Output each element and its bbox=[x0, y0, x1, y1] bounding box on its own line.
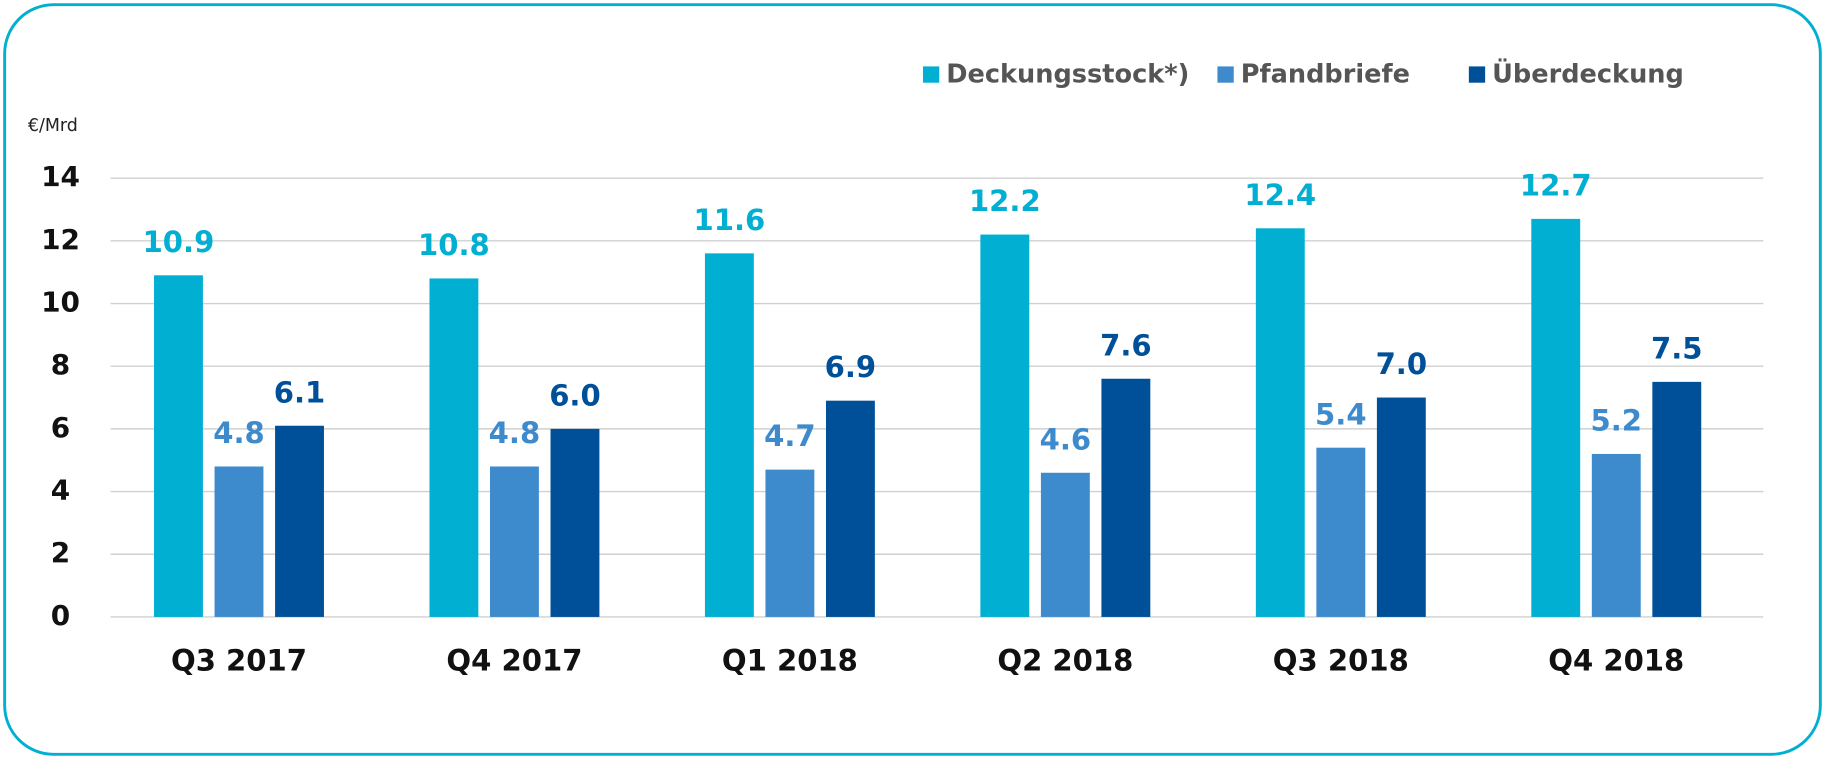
bar bbox=[1316, 447, 1366, 617]
value-label: 10.8 bbox=[418, 228, 490, 262]
legend-label: Deckungsstock*) bbox=[946, 60, 1189, 90]
value-label: 6.1 bbox=[274, 375, 326, 409]
bar bbox=[1040, 472, 1090, 617]
bar bbox=[1255, 228, 1305, 617]
value-label: 7.5 bbox=[1651, 331, 1703, 365]
bar bbox=[825, 400, 875, 617]
y-axis-label: €/Mrd bbox=[28, 116, 78, 136]
bar bbox=[214, 466, 264, 617]
bar bbox=[765, 469, 815, 617]
legend-swatch bbox=[1217, 66, 1234, 83]
value-label: 4.8 bbox=[213, 416, 265, 450]
value-label: 12.4 bbox=[1244, 178, 1316, 212]
bar bbox=[1531, 218, 1581, 617]
y-tick-label: 8 bbox=[51, 348, 70, 381]
x-tick-label: Q3 2017 bbox=[171, 643, 307, 677]
bar bbox=[275, 425, 324, 617]
y-tick-label: 14 bbox=[41, 160, 80, 193]
bar bbox=[154, 275, 203, 617]
bar bbox=[550, 428, 600, 617]
value-label: 11.6 bbox=[694, 203, 766, 237]
y-tick-label: 6 bbox=[51, 411, 70, 444]
legend-label: Pfandbriefe bbox=[1241, 60, 1410, 90]
bar bbox=[1652, 381, 1702, 617]
value-label: 5.4 bbox=[1315, 397, 1367, 431]
y-tick-label: 12 bbox=[41, 223, 80, 256]
x-tick-label: Q4 2018 bbox=[1548, 643, 1684, 677]
value-label: 6.9 bbox=[825, 350, 877, 384]
value-label: 4.7 bbox=[764, 419, 816, 453]
value-label: 12.7 bbox=[1520, 168, 1592, 202]
bar bbox=[704, 253, 754, 617]
x-tick-label: Q2 2018 bbox=[997, 643, 1133, 677]
x-tick-label: Q4 2017 bbox=[446, 643, 582, 677]
x-tick-label: Q1 2018 bbox=[722, 643, 858, 677]
y-tick-label: 4 bbox=[51, 474, 70, 507]
value-label: 5.2 bbox=[1591, 404, 1643, 438]
value-label: 6.0 bbox=[549, 378, 601, 412]
value-label: 7.0 bbox=[1376, 347, 1428, 381]
legend-swatch bbox=[922, 66, 940, 83]
x-tick-label: Q3 2018 bbox=[1273, 643, 1409, 677]
value-label: 4.8 bbox=[489, 416, 541, 450]
bar bbox=[1101, 378, 1151, 617]
y-tick-label: 10 bbox=[41, 286, 80, 319]
y-tick-label: 2 bbox=[51, 536, 70, 569]
y-tick-label: 0 bbox=[51, 599, 70, 632]
value-label: 12.2 bbox=[969, 184, 1041, 218]
bar bbox=[1376, 397, 1426, 617]
legend-swatch bbox=[1468, 66, 1486, 83]
value-label: 7.6 bbox=[1100, 328, 1152, 362]
value-label: 10.9 bbox=[143, 225, 215, 259]
bar bbox=[490, 466, 539, 617]
value-label: 4.6 bbox=[1040, 422, 1092, 456]
bar bbox=[1591, 453, 1641, 617]
bar bbox=[429, 278, 479, 617]
bar bbox=[980, 234, 1030, 617]
legend-label: Überdeckung bbox=[1492, 59, 1684, 90]
